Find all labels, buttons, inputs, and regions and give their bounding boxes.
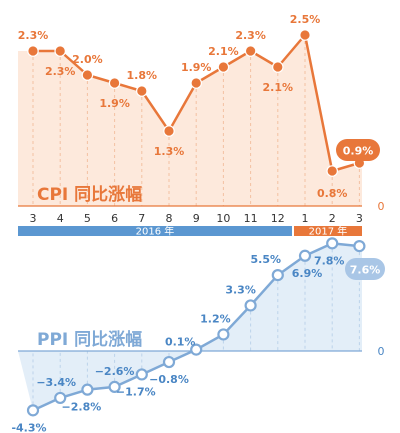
cpi-point <box>27 45 39 57</box>
ppi-point <box>162 355 176 369</box>
ppi-point <box>81 383 94 396</box>
ppi-point <box>298 249 312 262</box>
cpi-point <box>163 125 175 137</box>
ppi-zero-label: 0 <box>378 345 385 358</box>
month-tick-label: 3 <box>356 212 363 225</box>
year-label-2017: 2017 年 <box>309 225 348 238</box>
cpi-point <box>217 61 230 73</box>
ppi-point <box>190 343 203 356</box>
cpi-data-label: 1.8% <box>127 69 158 82</box>
month-tick-label: 1 <box>302 212 309 225</box>
ppi-data-label: −3.4% <box>36 376 76 389</box>
ppi-data-label: -4.3% <box>11 421 46 433</box>
ppi-data-label: −2.8% <box>62 401 102 414</box>
ppi-area <box>18 243 362 411</box>
cpi-data-label: 0.9% <box>343 145 374 158</box>
ppi-point <box>353 240 366 253</box>
ppi-data-label: 0.1% <box>165 336 196 349</box>
cpi-point <box>244 45 257 57</box>
month-tick-label: 5 <box>84 212 91 225</box>
cpi-last-value-badge <box>336 139 380 161</box>
ppi-point <box>217 328 230 341</box>
cpi-data-label: 2.1% <box>208 45 239 58</box>
cpi-point <box>326 165 338 177</box>
cpi-data-label: 2.1% <box>263 81 294 94</box>
cpi-point <box>136 85 148 97</box>
ppi-data-label: 7.8% <box>314 254 345 267</box>
ppi-point <box>135 368 148 381</box>
year-bar-2017 <box>294 226 362 236</box>
ppi-point <box>244 299 257 312</box>
cpi-data-label: 1.9% <box>99 97 130 110</box>
cpi-data-label: 2.3% <box>235 29 266 42</box>
ppi-data-label: 1.2% <box>200 312 231 325</box>
cpi-data-label: 2.5% <box>290 13 321 26</box>
cpi-point <box>299 29 311 41</box>
cpi-data-label: 2.3% <box>45 65 76 78</box>
cpi-data-label: 1.3% <box>154 145 185 158</box>
ppi-point <box>271 269 284 282</box>
cpi-zero-label: 0 <box>378 200 385 213</box>
ppi-title: PPI 同比涨幅 <box>37 329 142 350</box>
month-tick-label: 11 <box>244 212 258 225</box>
month-tick-label: 8 <box>166 212 173 225</box>
cpi-data-label: 2.3% <box>18 29 49 42</box>
ppi-data-label: −1.7% <box>116 385 156 398</box>
ppi-point <box>54 391 67 405</box>
cpi-point <box>108 77 121 89</box>
cpi-data-label: 1.9% <box>181 61 212 74</box>
ppi-data-label: 5.5% <box>251 253 282 266</box>
cpi-title: CPI 同比涨幅 <box>37 184 142 205</box>
month-tick-label: 2 <box>329 212 336 225</box>
ppi-data-label: −0.8% <box>149 373 189 386</box>
ppi-data-label: 7.6% <box>350 264 381 277</box>
month-tick-label: 4 <box>57 212 64 225</box>
cpi-point <box>271 61 284 73</box>
ppi-data-label: 3.3% <box>225 283 256 296</box>
ppi-data-label: −2.6% <box>95 365 135 378</box>
cpi-area <box>18 35 362 206</box>
year-label-2016: 2016 年 <box>136 225 175 238</box>
ppi-last-value-badge <box>345 258 385 280</box>
month-tick-label: 6 <box>111 212 118 225</box>
year-bar-2016 <box>18 226 292 236</box>
cpi-point <box>81 69 94 81</box>
month-tick-label: 10 <box>216 212 230 225</box>
cpi-data-label: 2.0% <box>72 53 103 66</box>
month-tick-label: 3 <box>30 212 37 225</box>
month-tick-label: 7 <box>138 212 145 225</box>
ppi-point <box>26 404 40 417</box>
ppi-point <box>108 380 121 393</box>
cpi-point <box>190 77 202 89</box>
month-tick-label: 9 <box>193 212 200 225</box>
month-tick-label: 12 <box>271 212 285 225</box>
cpi-point <box>54 45 66 57</box>
ppi-point <box>326 237 339 250</box>
ppi-data-label: 6.9% <box>292 267 323 280</box>
cpi-data-label: 0.8% <box>317 187 348 200</box>
